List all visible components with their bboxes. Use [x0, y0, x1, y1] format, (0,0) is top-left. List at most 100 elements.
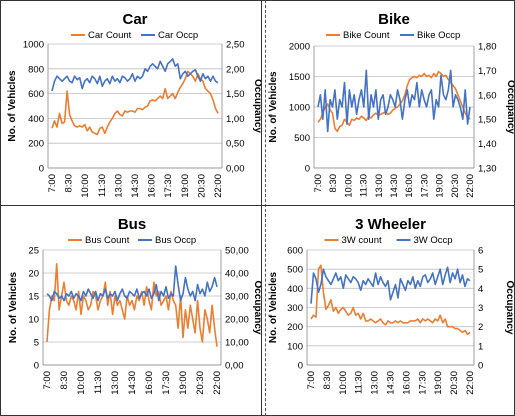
y-tick-label: 400: [287, 284, 303, 295]
y-tick-label: 5: [34, 338, 39, 349]
y2-tick-label: 0,50: [226, 139, 245, 150]
y2-tick-label: 2: [478, 322, 483, 333]
car-chart: Car Car Count Car Occp 0 200 400 600 800 1000 0,0…: [7, 11, 262, 198]
legend-label-1: 3W Occp: [414, 235, 453, 246]
legend-label-0: Bus Count: [85, 235, 130, 246]
x-tick-label: 8:30: [322, 371, 333, 390]
y2-tick-label: 1,40: [478, 139, 497, 150]
chart-title: 3 Wheeler: [355, 216, 426, 233]
y2-tick-label: 0,00: [226, 164, 245, 175]
x-tick-label: 8:30: [328, 174, 339, 193]
y2-tick-label: 1: [478, 341, 483, 352]
bike-chart-panel: Bike Bike Count Bike Occp 0 500 1000 1500 2000 1…: [262, 0, 515, 205]
y-tick-label: 500: [294, 133, 310, 144]
series-line-bus-occp: [46, 265, 218, 302]
x-tick-label: 19:00: [180, 174, 191, 198]
series-line-3w-occp: [310, 266, 471, 304]
y2-tick-label: 2,50: [226, 40, 245, 51]
y-axis-title: No. of Vehicles: [7, 70, 18, 142]
legend-label-0: Car Count: [88, 30, 132, 41]
y2-tick-label: 1,50: [226, 89, 245, 100]
x-tick-label: 10:00: [80, 174, 91, 198]
y2-tick-label: 1,70: [478, 66, 497, 77]
x-tick-label: 16:00: [144, 371, 155, 395]
y-tick-label: 25: [28, 246, 39, 257]
y2-tick-label: 40,00: [225, 269, 249, 280]
y2-tick-label: 5: [478, 265, 483, 276]
car-chart-panel: Car Car Count Car Occp 0 200 400 600 800 1000 0,0…: [0, 0, 262, 205]
chart-title: Car: [122, 11, 147, 28]
y-tick-label: 15: [28, 292, 39, 303]
x-tick-label: 14:30: [127, 371, 138, 395]
x-tick-label: 22:00: [465, 371, 476, 395]
legend-label-1: Car Occp: [158, 30, 198, 41]
x-tick-label: 17:30: [417, 371, 428, 395]
y2-tick-label: 10,00: [225, 338, 249, 349]
x-tick-label: 22:00: [213, 174, 224, 198]
series-line-bus-count: [46, 262, 218, 347]
series-line-car-occp: [51, 58, 219, 92]
x-tick-label: 14:30: [130, 174, 141, 198]
x-tick-label: 8:30: [59, 371, 70, 390]
y-tick-label: 20: [28, 269, 39, 280]
y2-tick-label: 1,60: [478, 90, 497, 101]
x-tick-label: 11:30: [93, 371, 104, 394]
x-tick-label: 13:00: [110, 371, 121, 395]
bus-chart-panel: Bus Bus Count Bus Occp 0 5 10 15 20 25 0,00 10,00 2…: [0, 205, 262, 416]
y-tick-label: 1000: [289, 103, 310, 114]
x-tick-label: 10:00: [343, 174, 354, 198]
x-tick-label: 10:00: [338, 371, 349, 395]
y-axis-title: No. of Vehicles: [268, 271, 279, 343]
y2-tick-label: 50,00: [225, 246, 249, 257]
y2-tick-label: 6: [478, 246, 483, 257]
x-tick-label: 7:00: [313, 174, 324, 193]
y2-tick-label: 1,80: [478, 42, 497, 53]
legend-label-1: Bus Occp: [155, 235, 196, 246]
x-tick-label: 19:00: [433, 371, 444, 395]
three-wheeler-chart-panel: 3 Wheeler 3W count 3W Occp 0 100 200 300 400 500…: [262, 205, 515, 416]
x-tick-label: 20:30: [449, 371, 460, 395]
y-axis-title: No. of Vehicles: [8, 271, 19, 343]
x-tick-label: 17:30: [163, 174, 174, 198]
legend-label-1: Bike Occp: [417, 30, 460, 41]
y-tick-label: 0: [305, 164, 310, 175]
x-tick-label: 19:00: [435, 174, 446, 198]
y-tick-label: 200: [28, 139, 44, 150]
x-tick-label: 20:30: [196, 174, 207, 198]
bike-chart: Bike Bike Count Bike Occp 0 500 1000 1500 2000 1…: [268, 11, 515, 198]
y2-tick-label: 0,00: [225, 361, 244, 372]
y2-axis-title: Occupancy: [252, 79, 262, 133]
legend-label-0: 3W count: [342, 235, 382, 246]
x-tick-label: 19:00: [178, 371, 189, 395]
series-line-3w-count: [310, 264, 471, 336]
y2-axis-title: Occupancy: [505, 80, 515, 134]
x-tick-label: 7:00: [47, 174, 58, 193]
x-tick-label: 14:30: [389, 174, 400, 198]
y-tick-label: 600: [287, 246, 303, 257]
x-tick-label: 11:30: [354, 371, 365, 394]
y-tick-label: 800: [28, 64, 44, 75]
x-tick-label: 7:00: [42, 371, 53, 390]
x-tick-label: 8:30: [64, 174, 75, 193]
x-tick-label: 22:00: [465, 174, 476, 198]
x-tick-label: 11:30: [97, 174, 108, 197]
y2-axis-title: Occupancy: [252, 281, 262, 335]
y-tick-label: 0: [39, 164, 44, 175]
y2-tick-label: 20,00: [225, 315, 249, 326]
x-tick-label: 16:00: [404, 174, 415, 198]
x-tick-label: 17:30: [161, 371, 172, 395]
y2-tick-label: 2,00: [226, 64, 245, 75]
x-tick-label: 17:30: [419, 174, 430, 198]
y2-axis-title: Occupancy: [504, 281, 515, 335]
x-tick-label: 13:00: [113, 174, 124, 198]
legend-label-0: Bike Count: [343, 30, 390, 41]
y-axis-title: No. of Vehicles: [268, 71, 279, 143]
y-tick-label: 0: [298, 361, 303, 372]
y-tick-label: 200: [287, 322, 303, 333]
y-tick-label: 0: [34, 361, 39, 372]
bus-chart: Bus Bus Count Bus Occp 0 5 10 15 20 25 0,00 10,00 2…: [8, 216, 262, 395]
y-tick-label: 100: [287, 341, 303, 352]
y2-tick-label: 30,00: [225, 292, 249, 303]
x-tick-label: 22:00: [212, 371, 223, 395]
y2-tick-label: 4: [478, 284, 483, 295]
